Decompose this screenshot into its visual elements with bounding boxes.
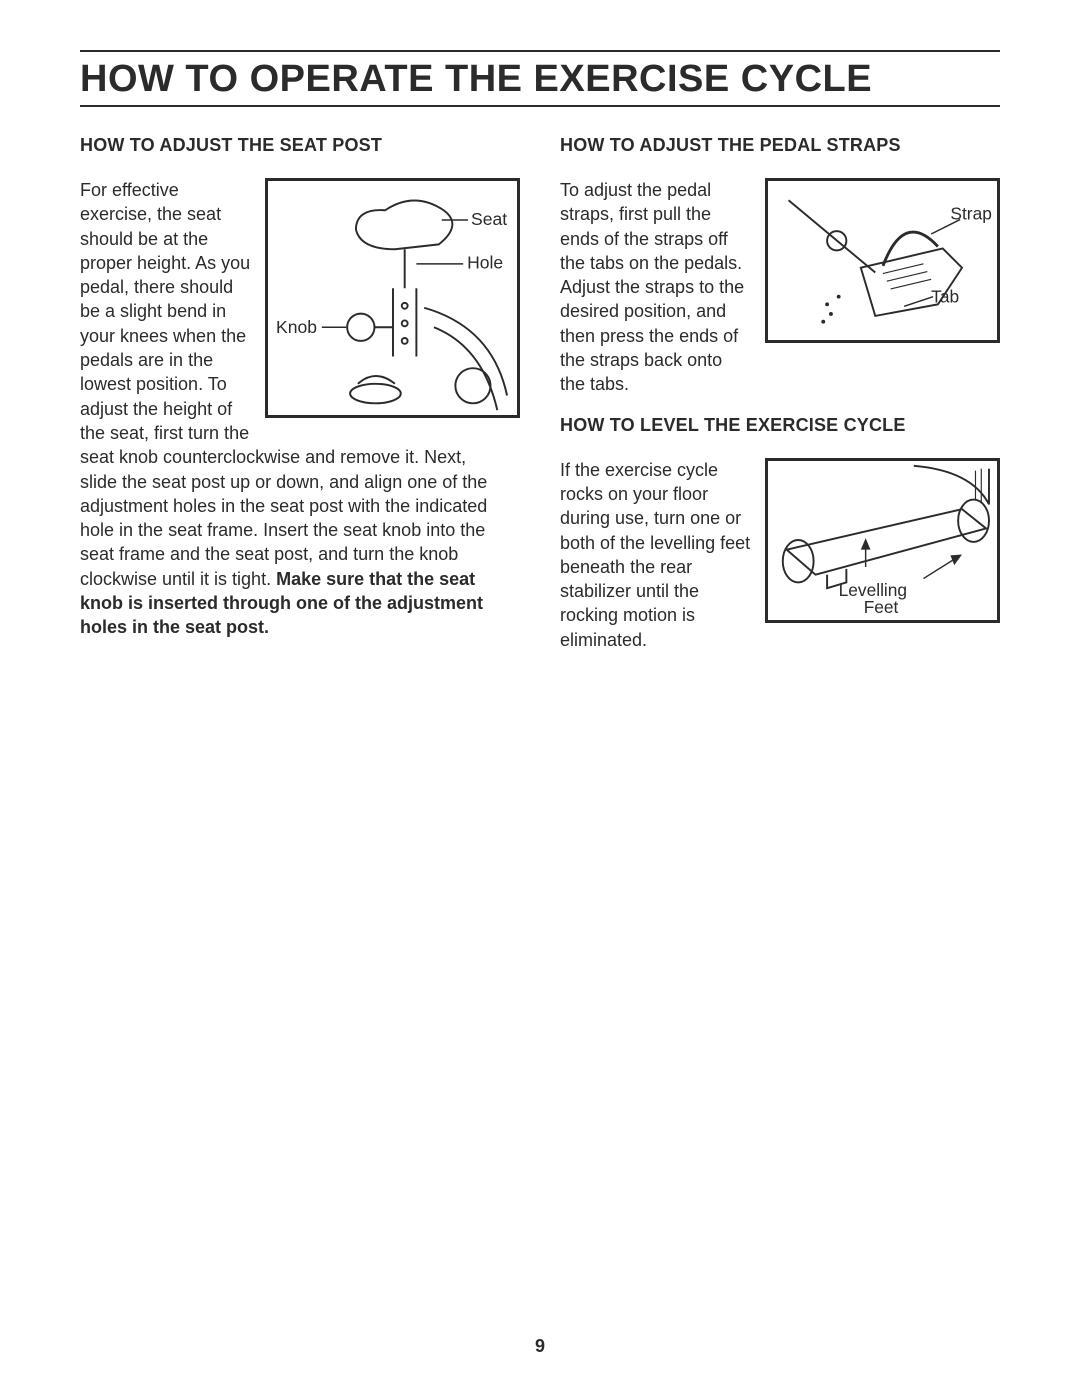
label-hole: Hole <box>467 253 503 273</box>
strap-diagram: Strap Tab <box>768 181 997 340</box>
top-rule <box>80 50 1000 52</box>
under-title-rule <box>80 105 1000 107</box>
main-title: HOW TO OPERATE THE EXERCISE CYCLE <box>80 58 1000 101</box>
label-tab: Tab <box>931 286 959 306</box>
pedal-straps-block: Strap Tab To adjust the pedal straps, fi… <box>560 178 1000 397</box>
level-block: Levelling Feet If the exercise cycle roc… <box>560 458 1000 652</box>
figure-seat: Seat Hole Knob <box>265 178 520 418</box>
label-levelling-2: Feet <box>864 597 899 617</box>
seat-diagram: Seat Hole Knob <box>268 181 517 415</box>
seat-post-para-2: slide the seat post up or down, and alig… <box>80 470 520 640</box>
figure-level: Levelling Feet <box>765 458 1000 623</box>
heading-pedal-straps: HOW TO ADJUST THE PEDAL STRAPS <box>560 135 1000 156</box>
page: HOW TO OPERATE THE EXERCISE CYCLE HOW TO… <box>80 50 1000 652</box>
seat-post-block: Seat Hole Knob For effective exercise, t… <box>80 178 520 470</box>
heading-seat-post: HOW TO ADJUST THE SEAT POST <box>80 135 520 156</box>
label-strap: Strap <box>950 204 991 224</box>
label-knob: Knob <box>276 317 317 337</box>
label-seat: Seat <box>471 209 507 229</box>
heading-level: HOW TO LEVEL THE EXERCISE CYCLE <box>560 415 1000 436</box>
level-diagram: Levelling Feet <box>768 461 997 620</box>
columns: HOW TO ADJUST THE SEAT POST <box>80 135 1000 652</box>
figure-straps: Strap Tab <box>765 178 1000 343</box>
left-column: HOW TO ADJUST THE SEAT POST <box>80 135 520 652</box>
right-column: HOW TO ADJUST THE PEDAL STRAPS <box>560 135 1000 652</box>
gap <box>560 397 1000 415</box>
page-number: 9 <box>0 1336 1080 1357</box>
